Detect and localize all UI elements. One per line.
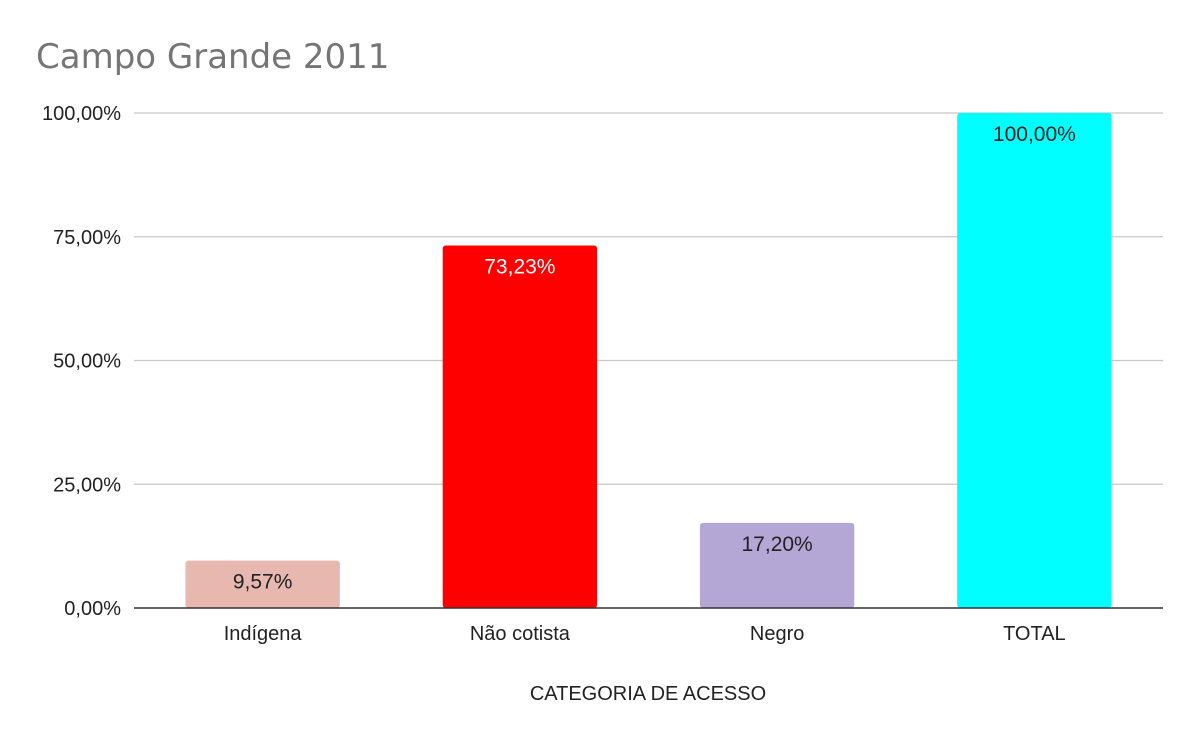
x-category-label: TOTAL [1003, 623, 1066, 645]
bar [185, 560, 340, 608]
data-label: 17,20% [742, 533, 813, 556]
x-category-label: Indígena [224, 623, 303, 645]
y-tick-label: 75,00% [53, 227, 121, 249]
y-tick-label: 0,00% [64, 598, 121, 620]
x-category-label: Negro [750, 623, 804, 645]
bars [185, 113, 1112, 608]
data-labels: 9,57% 73,23% 17,20% 100,00% [233, 123, 1076, 594]
y-tick-label: 25,00% [53, 474, 121, 496]
y-tick-label: 100,00% [42, 103, 121, 125]
chart-title: Campo Grande 2011 [36, 37, 389, 77]
x-category-label: Não cotista [470, 623, 571, 645]
bar [442, 245, 598, 608]
x-axis-categories: Indígena Não cotista Negro TOTAL [224, 623, 1066, 645]
bar [957, 113, 1112, 608]
data-label: 100,00% [993, 123, 1076, 146]
y-axis-ticks: 0,00% 25,00% 50,00% 75,00% 100,00% [42, 103, 121, 620]
bar [699, 522, 855, 608]
data-label: 73,23% [484, 256, 555, 279]
y-tick-label: 50,00% [53, 351, 121, 373]
x-axis-title: CATEGORIA DE ACESSO [530, 683, 766, 705]
data-label: 9,57% [233, 571, 293, 594]
